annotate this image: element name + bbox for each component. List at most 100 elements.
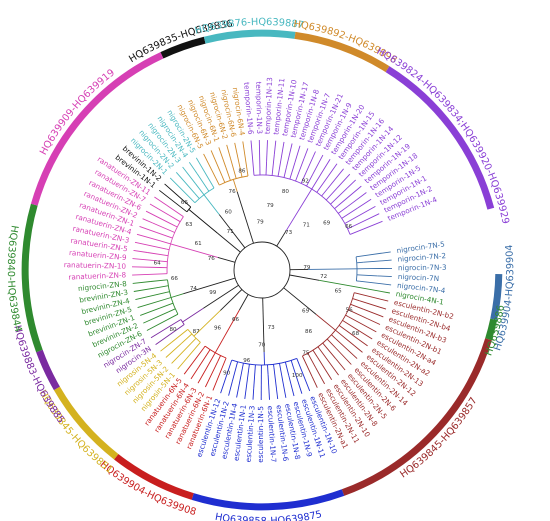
- leaf-label: ranatuerin-ZN-8: [68, 270, 126, 281]
- leaf-branch: [150, 297, 172, 305]
- leaf-branch: [174, 319, 182, 324]
- leaf-branch: [363, 308, 384, 318]
- clade-stem: [203, 194, 220, 215]
- leaf-branch: [295, 158, 305, 182]
- bootstrap-value: 68: [352, 331, 360, 337]
- bootstrap-value: 73: [268, 325, 276, 331]
- leaf-branch: [334, 205, 339, 210]
- leaf-branch: [145, 210, 173, 225]
- bootstrap-value: 79: [267, 203, 275, 209]
- leaf-branch: [335, 329, 355, 346]
- leaf-branch: [357, 198, 372, 209]
- leaf-branch: [147, 252, 169, 257]
- clade-stem: [188, 209, 218, 234]
- clade-stem: [285, 188, 313, 232]
- leaf-branch: [143, 311, 170, 324]
- leaf-branch: [183, 348, 204, 375]
- leaf-branch: [345, 206, 376, 224]
- leaf-branch: [132, 273, 168, 276]
- leaf-branch: [152, 222, 175, 233]
- clade-ring-segment: [203, 29, 296, 44]
- leaf-branch: [231, 361, 239, 382]
- leaf-branch: [266, 140, 268, 162]
- bootstrap-value: 87: [193, 329, 201, 335]
- leaf-branch: [166, 205, 184, 217]
- backbone-branch: [217, 256, 236, 263]
- leaf-branch: [317, 357, 333, 380]
- bootstrap-value: 64: [154, 261, 162, 267]
- leaf-branch: [149, 203, 170, 216]
- clade-stem: [193, 310, 221, 337]
- clade-ring-segment: [30, 52, 164, 206]
- leaf-branch: [301, 355, 313, 377]
- leaf-branch: [168, 308, 176, 313]
- backbone-branch: [203, 284, 239, 309]
- leaf-branch: [307, 352, 316, 368]
- leaf-branch: [271, 154, 275, 176]
- clade-ring-segment: [191, 489, 345, 511]
- leaf-branch: [244, 370, 250, 399]
- leaf-branch: [230, 359, 233, 363]
- backbone-branch: [220, 289, 243, 311]
- clade-ring: [21, 29, 503, 511]
- clade-ring-segment: [114, 453, 194, 500]
- leaf-branch: [284, 361, 290, 376]
- leaf-branch: [347, 224, 356, 230]
- leaf-branch: [303, 148, 309, 159]
- bootstrap-value: 69: [302, 309, 310, 315]
- leaf-branch: [154, 196, 168, 206]
- leaf-branch: [132, 281, 151, 284]
- clade-ring-segment: [36, 349, 60, 391]
- leaf-branch: [181, 333, 193, 344]
- clade-ring-segment: [341, 338, 492, 496]
- leaf-branch: [196, 173, 210, 192]
- leaf-branch: [325, 187, 338, 201]
- leaf-branch: [273, 367, 279, 400]
- bootstrap-value: 61: [195, 241, 203, 247]
- leaf-branch: [210, 150, 223, 177]
- bootstrap-value: 60: [225, 210, 233, 216]
- leaf-branch: [367, 318, 381, 325]
- backbone-branch: [183, 277, 236, 295]
- bootstrap-value: 65: [335, 289, 343, 295]
- backbone-branch: [276, 230, 287, 247]
- bootstrap-value: 66: [181, 200, 189, 206]
- leaf-branch: [336, 173, 351, 189]
- leaf-branch: [240, 174, 243, 178]
- leaf-branch: [335, 348, 352, 365]
- leaf-branch: [296, 358, 311, 392]
- leaf-branch: [165, 343, 182, 358]
- clade-stem: [214, 309, 240, 353]
- leaf-branch: [289, 162, 296, 180]
- leaf-branch: [190, 337, 197, 344]
- leaf-branch: [158, 285, 169, 288]
- leaf-branch: [169, 177, 196, 204]
- leaf-branch: [338, 205, 349, 214]
- bootstrap-value: 96: [243, 358, 251, 364]
- leaf-branch: [279, 363, 284, 385]
- clade-arc: [204, 345, 227, 359]
- leaf-branch: [230, 158, 237, 179]
- leaf-branch: [303, 151, 316, 179]
- leaf-branch: [195, 183, 205, 196]
- leaf-branch: [171, 342, 192, 364]
- leaf-label: temporin-1N-6: [242, 82, 255, 135]
- bootstrap-value: 96: [214, 325, 222, 331]
- leaf-branch: [212, 185, 215, 189]
- leaf-branch: [164, 183, 186, 203]
- leaf-branch: [349, 228, 365, 235]
- bootstrap-value: 71: [303, 223, 311, 229]
- leaf-branch: [242, 141, 247, 167]
- leaf-branch: [348, 309, 368, 320]
- leaf-label: nigrocin-7N-3: [398, 263, 447, 273]
- clade-ring-segment: [160, 36, 206, 59]
- leaf-branch: [217, 355, 222, 362]
- leaf-branch: [354, 292, 389, 302]
- leaf-branch: [315, 367, 325, 385]
- leaf-labels: nigrocin-7N-5nigrocin-7N-2nigrocin-7N-3n…: [64, 77, 455, 463]
- leaf-branch: [204, 361, 219, 388]
- leaf-branch: [342, 320, 352, 327]
- bootstrap-value: 90: [223, 371, 231, 377]
- leaf-branch: [285, 143, 293, 168]
- leaf-branch: [166, 291, 170, 293]
